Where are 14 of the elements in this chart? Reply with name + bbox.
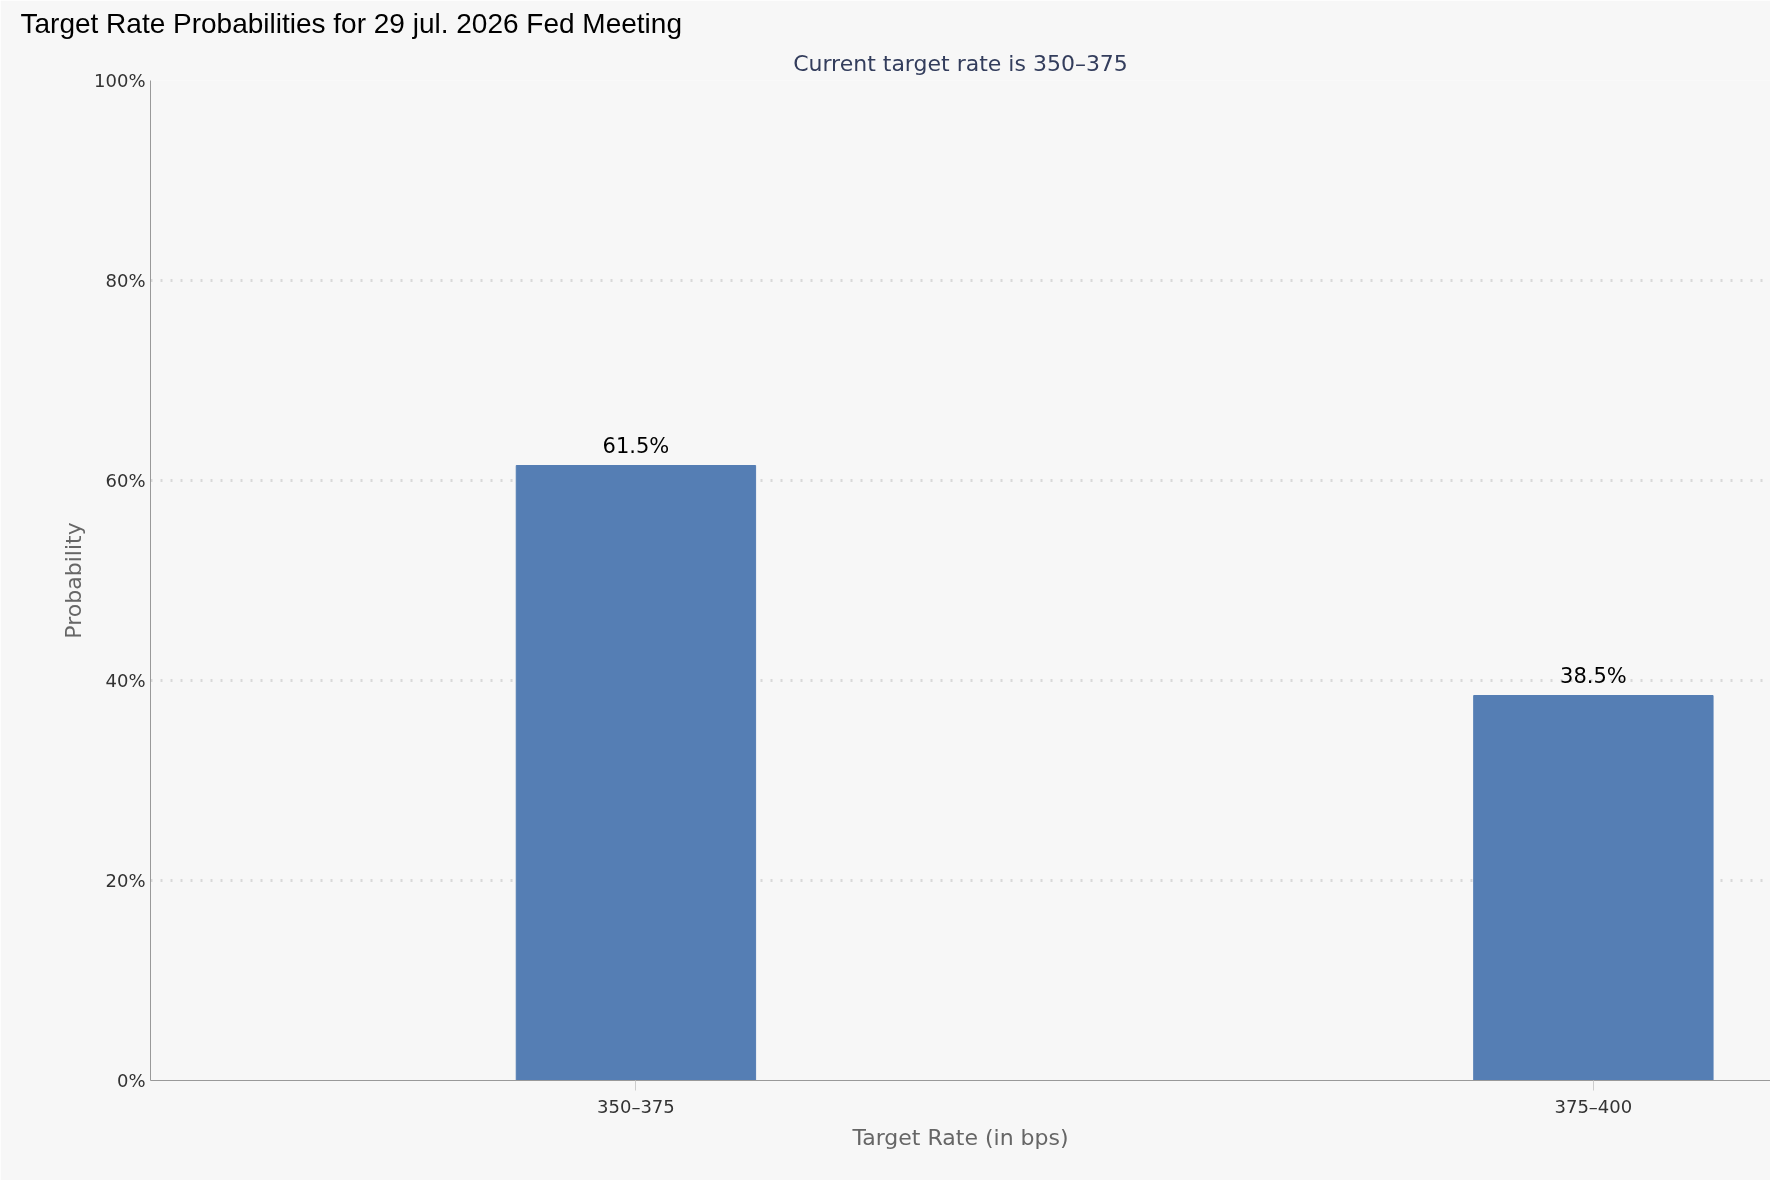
x-axis-title: Target Rate (in bps) (851, 1124, 1069, 1150)
y-axis-title: Probability (61, 522, 87, 639)
y-tick-label: 60% (105, 470, 146, 491)
x-tick-label: 375–400 (1554, 1095, 1633, 1117)
data-label: 61.5% (602, 433, 670, 458)
y-tick-label: 20% (105, 870, 146, 891)
x-tick-label: 350–375 (597, 1095, 675, 1117)
chart-subtitle: Current target rate is 350–375 (793, 50, 1128, 76)
y-tick-label: 80% (105, 270, 146, 291)
y-tick-label: 100% (94, 70, 146, 91)
data-label: 38.5% (1560, 663, 1627, 688)
y-tick-label: 40% (105, 670, 146, 691)
y-tick-label: 0% (116, 1070, 146, 1091)
chart-title: Target Rate Probabilities for 29 jul. 2026 Fed Meeting (20, 7, 682, 39)
